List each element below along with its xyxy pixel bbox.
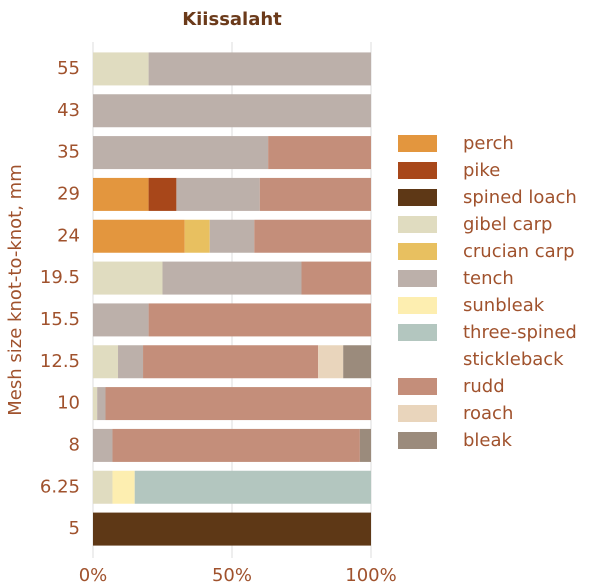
bar-segment	[259, 177, 371, 211]
x-tick-label: 0%	[79, 565, 108, 586]
legend-label: rudd	[463, 376, 505, 397]
y-tick-label: 6.25	[40, 476, 80, 497]
bar-segment	[148, 52, 371, 86]
y-tick-label: 29	[57, 183, 80, 204]
bar-segment	[209, 219, 255, 253]
legend-label: three-spined stickleback	[463, 322, 577, 370]
bar-segment	[143, 345, 319, 379]
chart-title: Kiissalaht	[182, 9, 282, 30]
y-tick-label: 8	[69, 434, 80, 455]
bar-segment	[112, 470, 135, 504]
legend-label: perch	[463, 133, 514, 154]
bar-segment	[93, 136, 269, 170]
bar-segment	[112, 428, 360, 462]
bar-segment	[148, 303, 371, 337]
bar-segment	[105, 387, 371, 421]
legend-label: bleak	[463, 430, 512, 451]
bar-segment	[93, 52, 149, 86]
bar-segment	[176, 177, 260, 211]
legend-swatch	[398, 243, 437, 260]
legend-item: gibel carp	[398, 211, 594, 238]
y-axis-label: Mesh size knot-to-knot, mm	[5, 164, 26, 415]
bar-segment	[359, 428, 371, 462]
legend-item: spined loach	[398, 184, 594, 211]
legend-label: spined loach	[463, 187, 577, 208]
legend-label: roach	[463, 403, 514, 424]
legend-label: sunbleak	[463, 295, 545, 316]
legend-swatch	[398, 324, 437, 341]
bar-segment	[93, 303, 149, 337]
bar-segment	[93, 177, 149, 211]
bar-segment	[93, 428, 113, 462]
bar-segment	[184, 219, 210, 253]
bar-segment	[254, 219, 371, 253]
bar-segment	[118, 345, 144, 379]
bar-segment	[134, 470, 371, 504]
legend-swatch	[398, 405, 437, 422]
legend-item: perch	[398, 130, 594, 157]
legend-item: bleak	[398, 427, 594, 454]
bar-segment	[268, 136, 371, 170]
bar-segment	[162, 261, 302, 295]
legend-swatch	[398, 270, 437, 287]
bar-segment	[93, 387, 98, 421]
x-tick-label: 50%	[212, 565, 252, 586]
legend-label: pike	[463, 160, 501, 181]
y-tick-label: 5	[69, 518, 80, 539]
legend-swatch	[398, 162, 437, 179]
bar-segment	[343, 345, 371, 379]
legend-item: crucian carp	[398, 238, 594, 265]
y-tick-label: 43	[57, 100, 80, 121]
bar-segment	[148, 177, 177, 211]
bar-segment	[93, 512, 371, 546]
legend-item: three-spined stickleback	[398, 319, 594, 373]
legend-item: tench	[398, 265, 594, 292]
legend-swatch	[398, 432, 437, 449]
legend-label: crucian carp	[463, 241, 575, 262]
legend: perch pike spined loach gibel carp crucian c…	[398, 130, 594, 454]
y-tick-label: 55	[57, 58, 80, 79]
legend-item: sunbleak	[398, 292, 594, 319]
bar-segment	[318, 345, 344, 379]
legend-item: rudd	[398, 373, 594, 400]
y-tick-label: 35	[57, 142, 80, 163]
legend-label: tench	[463, 268, 514, 289]
bar-segment	[93, 345, 119, 379]
y-tick-label: 19.5	[40, 267, 80, 288]
y-tick-label: 15.5	[40, 309, 80, 330]
y-tick-label: 10	[57, 393, 80, 414]
bar-segment	[93, 219, 185, 253]
bar-segment	[93, 261, 163, 295]
bar-segment	[93, 94, 371, 128]
bar-segment	[301, 261, 371, 295]
legend-item: pike	[398, 157, 594, 184]
bar-segment	[93, 470, 113, 504]
legend-swatch	[398, 378, 437, 395]
y-tick-label: 12.5	[40, 351, 80, 372]
legend-item: roach	[398, 400, 594, 427]
legend-label: gibel carp	[463, 214, 553, 235]
y-tick-label: 24	[57, 225, 80, 246]
legend-swatch	[398, 216, 437, 233]
bar-segment	[97, 387, 106, 421]
x-tick-label: 100%	[345, 565, 396, 586]
legend-swatch	[398, 135, 437, 152]
legend-swatch	[398, 297, 437, 314]
legend-swatch	[398, 189, 437, 206]
